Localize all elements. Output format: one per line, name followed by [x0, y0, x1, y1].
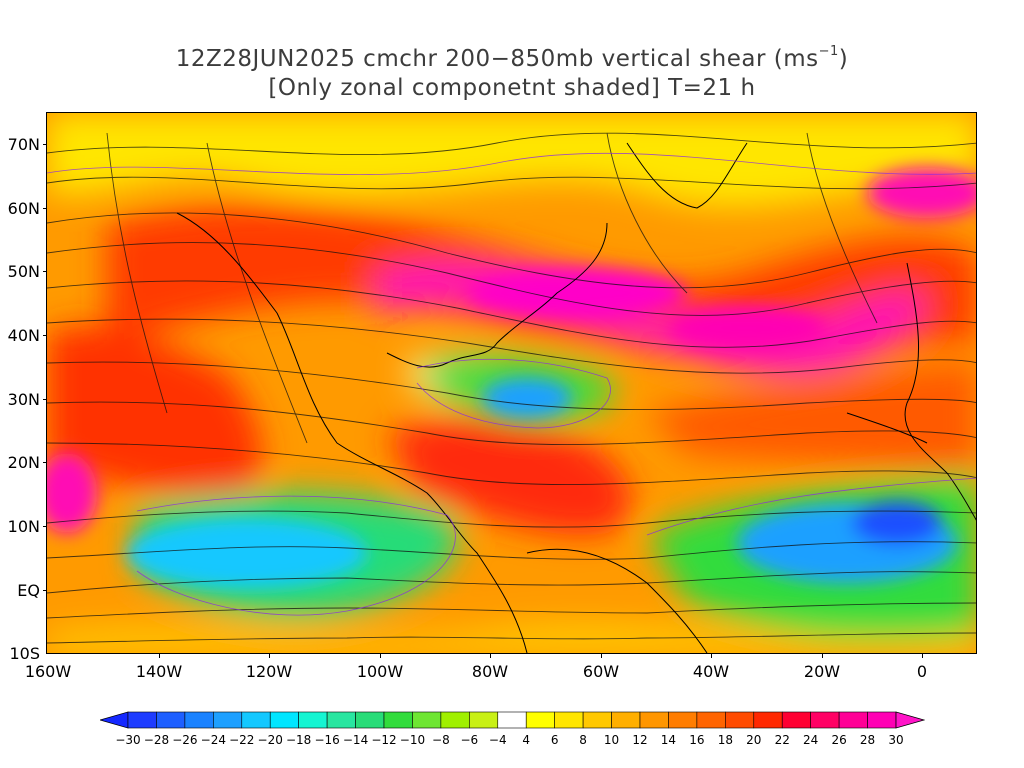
colorbar-tick-label: −26 — [172, 733, 198, 747]
colorbar-swatch — [469, 711, 499, 729]
lat-label: 10S — [9, 644, 40, 663]
lat-tick — [43, 144, 46, 145]
colorbar-tick-label: −20 — [257, 733, 283, 747]
colorbar-swatch — [127, 711, 157, 729]
colorbar-tick-label: 4 — [522, 733, 531, 747]
color-scale-bar — [100, 711, 925, 729]
colorbar-tick-label: 6 — [550, 733, 559, 747]
lon-label: 20W — [803, 662, 841, 681]
lat-label: 70N — [7, 135, 40, 154]
lat-label: 20N — [7, 453, 40, 472]
lat-label: 30N — [7, 390, 40, 409]
colorbar-tick-label: −24 — [200, 733, 226, 747]
colorbar-swatch — [639, 711, 669, 729]
lat-tick — [43, 526, 46, 527]
lon-tick — [822, 654, 823, 658]
colorbar-swatch — [810, 711, 840, 729]
colorbar-tick-label: 30 — [888, 733, 904, 747]
map-title-line2: [Only zonal componetnt shaded] T=21 h — [268, 75, 756, 101]
lat-tick — [43, 335, 46, 336]
colorbar-overflow-arrow — [895, 711, 925, 729]
lon-tick — [490, 654, 491, 658]
colorbar-swatch — [781, 711, 811, 729]
colorbar-tick-label: −8 — [432, 733, 450, 747]
lon-label: 0 — [916, 662, 928, 681]
colorbar-tick-label: 16 — [689, 733, 705, 747]
colorbar-tick-label: 28 — [859, 733, 876, 747]
lat-tick — [43, 271, 46, 272]
colorbar-tick-label: 22 — [774, 733, 790, 747]
colorbar-tick-label: −16 — [314, 733, 340, 747]
shear-map — [46, 112, 977, 654]
colorbar-swatch — [440, 711, 470, 729]
lon-label: 160W — [24, 662, 72, 681]
colorbar-swatch — [725, 711, 755, 729]
colorbar-swatch — [326, 711, 356, 729]
lon-tick — [269, 654, 270, 658]
colorbar-tick-label: −4 — [488, 733, 507, 747]
lat-tick — [43, 208, 46, 209]
lat-label: 60N — [7, 199, 40, 218]
lon-tick — [159, 654, 160, 658]
colorbar-tick-label: 12 — [632, 733, 648, 747]
lon-label: 100W — [356, 662, 404, 681]
lat-tick — [43, 462, 46, 463]
colorbar-tick-label: 10 — [603, 733, 620, 747]
lon-label: 140W — [135, 662, 183, 681]
colorbar-swatch — [184, 711, 214, 729]
colorbar-tick-label: 18 — [717, 733, 733, 747]
colorbar-tick-label: −22 — [229, 733, 255, 747]
colorbar-swatch — [241, 711, 271, 729]
colorbar-swatch — [156, 711, 186, 729]
colorbar-tick-label: −10 — [399, 733, 426, 747]
colorbar-swatch — [582, 711, 612, 729]
colorbar-swatch — [668, 711, 698, 729]
map-title-line1: 12Z28JUN2025 cmchr 200−850mb vertical sh… — [0, 44, 1024, 72]
colorbar-swatch — [696, 711, 726, 729]
colorbar-tick-label: −12 — [371, 733, 397, 747]
lat-label: 10N — [7, 517, 40, 536]
colorbar-tick-label: 14 — [660, 733, 677, 747]
colorbar-tick-label: −28 — [143, 733, 170, 747]
lon-label: 40W — [692, 662, 730, 681]
title-unit-exponent: −1 — [818, 44, 839, 60]
colorbar-tick-label: 24 — [803, 733, 819, 747]
colorbar-tick-label: −18 — [285, 733, 312, 747]
colorbar-swatch — [611, 711, 641, 729]
colorbar-swatch — [213, 711, 243, 729]
colorbar-tick-label: −14 — [342, 733, 369, 747]
colorbar-tick-label: 26 — [831, 733, 847, 747]
lon-tick — [922, 654, 923, 658]
colorbar-swatch — [753, 711, 783, 729]
lat-tick — [43, 590, 46, 591]
title-text-pre: 12Z28JUN2025 cmchr 200−850mb vertical sh… — [175, 46, 819, 72]
colorbar-tick-label: −6 — [460, 733, 479, 747]
shaded-field — [47, 113, 976, 653]
lon-tick — [711, 654, 712, 658]
lon-tick — [601, 654, 602, 658]
lon-tick — [380, 654, 381, 658]
colorbar-tick-label: −30 — [115, 733, 141, 747]
lat-label: 40N — [7, 326, 40, 345]
colorbar-swatch — [525, 711, 555, 729]
colorbar-underflow-arrow — [100, 711, 129, 729]
colorbar-swatch — [838, 711, 868, 729]
colorbar-swatch — [355, 711, 385, 729]
lat-label: 50N — [7, 262, 40, 281]
title-text-post: ) — [838, 46, 849, 72]
lon-label: 60W — [582, 662, 620, 681]
colorbar-swatch — [269, 711, 299, 729]
colorbar-swatch — [867, 711, 897, 729]
colorbar-swatch — [412, 711, 442, 729]
colorbar-tick-label: 8 — [579, 733, 587, 747]
colorbar-tick-label: 20 — [746, 733, 762, 747]
colorbar-swatch — [298, 711, 328, 729]
colorbar-swatch — [383, 711, 413, 729]
colorbar-swatch — [497, 711, 527, 729]
lon-label: 120W — [245, 662, 293, 681]
lat-label: EQ — [17, 581, 40, 600]
lat-tick — [43, 399, 46, 400]
lon-label: 80W — [471, 662, 509, 681]
colorbar-swatch — [554, 711, 584, 729]
